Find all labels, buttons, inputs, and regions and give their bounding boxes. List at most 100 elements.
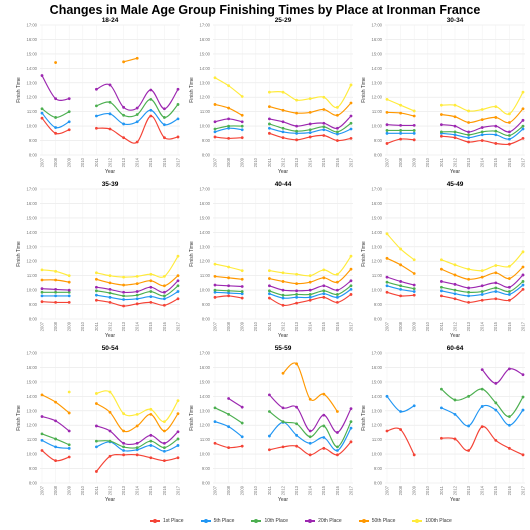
- data-point: [308, 110, 312, 114]
- x-tick-label: 2009: [412, 321, 417, 331]
- data-point: [281, 90, 285, 94]
- x-tick-label: 2015: [493, 157, 498, 167]
- data-point: [95, 445, 98, 449]
- data-point: [494, 105, 498, 109]
- x-tick-label: 2013: [121, 485, 126, 495]
- data-point: [385, 284, 389, 288]
- data-point: [399, 294, 402, 298]
- data-point: [135, 412, 139, 416]
- data-point: [213, 274, 217, 278]
- data-point: [54, 269, 57, 273]
- data-point: [135, 448, 139, 452]
- data-point: [135, 140, 139, 144]
- data-point: [149, 97, 153, 101]
- data-point: [322, 413, 326, 417]
- data-point: [521, 90, 525, 94]
- y-tick-label: 8:00: [29, 153, 38, 158]
- data-point: [440, 113, 443, 116]
- series-20th-place: [213, 114, 353, 130]
- data-point: [122, 275, 125, 279]
- panel-title: 18-24: [102, 17, 119, 24]
- data-point: [281, 130, 285, 134]
- data-point: [467, 424, 470, 428]
- x-tick-label: 2015: [493, 321, 498, 331]
- data-point: [295, 295, 298, 299]
- data-point: [308, 397, 312, 401]
- data-point: [494, 290, 498, 293]
- panel-45-49: 45-49 8:00 9:00 10:00 11:00 12:00 13:00 14:00 15…: [361, 181, 525, 339]
- data-point: [281, 136, 285, 140]
- x-tick-label: 2016: [507, 157, 512, 167]
- data-point: [227, 117, 231, 121]
- data-point: [440, 258, 443, 262]
- series-50th-place: [40, 393, 180, 433]
- data-point: [227, 136, 231, 140]
- x-tick-label: 2010: [80, 321, 85, 331]
- chart-title: Changes in Male Age Group Finishing Time…: [49, 3, 481, 17]
- x-axis-label: Year: [450, 169, 460, 175]
- x-tick-label: 2008: [226, 485, 231, 495]
- data-point: [281, 303, 285, 307]
- data-point: [440, 289, 443, 293]
- data-point: [163, 446, 166, 450]
- y-tick-label: 15:00: [200, 51, 211, 56]
- data-point: [399, 410, 402, 413]
- data-point: [308, 97, 312, 101]
- data-point: [149, 272, 153, 276]
- data-point: [399, 103, 402, 107]
- data-point: [54, 445, 57, 449]
- series-50th-place: [213, 101, 353, 117]
- panel-title: 40-44: [275, 181, 292, 188]
- legend-item: 20th Place: [305, 518, 342, 524]
- x-tick-label: 2010: [253, 485, 258, 495]
- y-tick-label: 17:00: [27, 23, 38, 28]
- y-axis-label: Finish Time: [16, 77, 22, 103]
- data-point: [213, 295, 217, 299]
- series-50th-place: [281, 362, 339, 413]
- x-tick-label: 2011: [439, 157, 444, 167]
- x-tick-label: 2008: [53, 485, 58, 495]
- data-point: [240, 421, 244, 425]
- x-axis-label: Year: [278, 497, 288, 503]
- data-point: [135, 424, 139, 428]
- legend-item: 10th Place: [251, 518, 288, 524]
- y-tick-label: 12:00: [27, 423, 38, 428]
- y-tick-label: 13:00: [200, 80, 211, 85]
- x-tick-label: 2015: [321, 485, 326, 495]
- data-point: [176, 412, 180, 416]
- x-tick-label: 2017: [520, 321, 525, 331]
- data-point: [268, 292, 271, 296]
- y-tick-label: 15:00: [27, 215, 38, 220]
- data-point: [176, 284, 180, 288]
- panel-30-34: 30-34 8:00 9:00 10:00 11:00 12:00 13:00 14:00 15…: [361, 17, 525, 175]
- data-point: [40, 287, 44, 291]
- data-point: [385, 131, 389, 135]
- data-point: [149, 456, 153, 460]
- x-tick-label: 2008: [53, 321, 58, 331]
- legend-item: 1st Place: [150, 518, 184, 524]
- x-tick-label: 2011: [94, 157, 99, 167]
- data-point: [336, 449, 339, 452]
- data-point: [494, 271, 498, 275]
- data-point: [67, 446, 71, 450]
- data-point: [227, 84, 231, 88]
- data-point: [440, 123, 443, 127]
- data-point: [453, 115, 457, 119]
- x-tick-label: 2012: [107, 321, 112, 331]
- series-10th-place: [213, 284, 353, 297]
- y-tick-label: 10:00: [200, 452, 211, 457]
- y-tick-label: 11:00: [27, 437, 38, 442]
- data-point: [385, 129, 389, 132]
- x-tick-label: 2009: [412, 157, 417, 167]
- data-point: [176, 399, 180, 403]
- y-tick-label: 16:00: [372, 365, 383, 370]
- data-point: [412, 258, 416, 262]
- data-point: [480, 269, 484, 273]
- y-tick-label: 11:00: [372, 437, 383, 442]
- data-point: [308, 280, 312, 284]
- data-point: [385, 290, 389, 294]
- data-point: [268, 410, 271, 413]
- data-point: [508, 285, 511, 289]
- data-point: [40, 393, 44, 397]
- legend-swatch: [305, 518, 316, 523]
